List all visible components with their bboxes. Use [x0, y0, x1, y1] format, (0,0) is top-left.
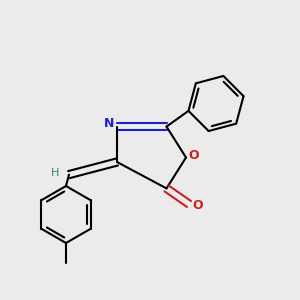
Text: N: N	[104, 117, 115, 130]
Text: H: H	[51, 168, 60, 178]
Text: O: O	[193, 199, 203, 212]
Text: O: O	[188, 148, 199, 162]
